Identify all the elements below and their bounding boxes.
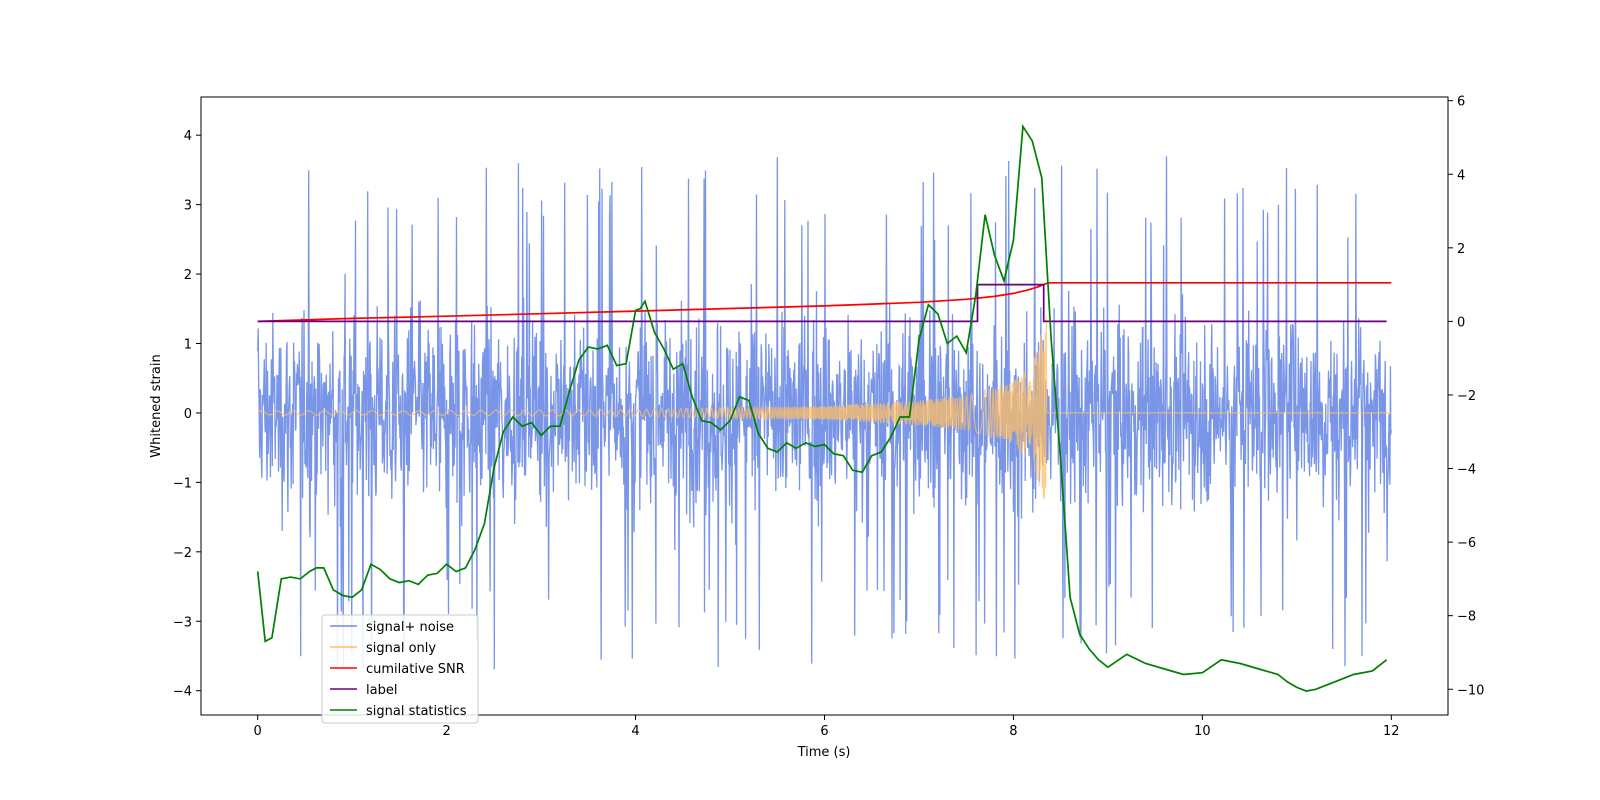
- y-axis-label: Whitened strain: [149, 354, 164, 457]
- x-tick-label: 10: [1194, 724, 1211, 739]
- legend-label-label: label: [366, 683, 397, 698]
- series-signal-only: [257, 316, 1392, 500]
- y2-tick-label: −10: [1457, 683, 1484, 698]
- y2-tick-label: 6: [1457, 95, 1465, 110]
- legend-label-signal-noise: signal+ noise: [366, 620, 454, 635]
- y2-tick-label: −6: [1457, 536, 1476, 551]
- y-tick-label: 2: [184, 268, 192, 283]
- series-label: [257, 283, 1387, 323]
- x-axis-label: Time (s): [797, 745, 851, 760]
- x-tick-label: 6: [820, 724, 828, 739]
- legend-label-signal-only: signal only: [366, 641, 436, 656]
- y-tick-label: −4: [173, 685, 192, 700]
- y-tick-label: −1: [173, 476, 192, 491]
- legend: signal+ noise signal only cumilative SNR…: [321, 614, 479, 724]
- y-tick-label: 0: [184, 407, 192, 422]
- y2-tick-label: 2: [1457, 242, 1465, 257]
- y2-tick-label: −2: [1457, 389, 1476, 404]
- x-tick-label: 12: [1383, 724, 1400, 739]
- y-tick-label: −3: [173, 615, 192, 630]
- legend-box: [321, 614, 479, 724]
- series-signal-statistics: [256, 123, 1388, 692]
- y2-tick-label: −8: [1457, 610, 1476, 625]
- y-tick-label: −2: [173, 546, 192, 561]
- y-tick-label: 3: [184, 199, 192, 214]
- x-tick-label: 8: [1009, 724, 1017, 739]
- y-tick-label: 4: [184, 129, 192, 144]
- y2-tick-label: 4: [1457, 168, 1465, 183]
- x-tick-label: 0: [254, 724, 262, 739]
- y-tick-label: 1: [184, 338, 192, 353]
- legend-label-signal-statistics: signal statistics: [366, 704, 467, 719]
- x-tick-label: 2: [442, 724, 450, 739]
- y2-tick-label: −4: [1457, 463, 1476, 478]
- x-tick-label: 4: [631, 724, 639, 739]
- plot-area: [256, 123, 1392, 692]
- legend-label-cumulative-snr: cumilative SNR: [366, 662, 465, 677]
- y2-tick-label: 0: [1457, 315, 1465, 330]
